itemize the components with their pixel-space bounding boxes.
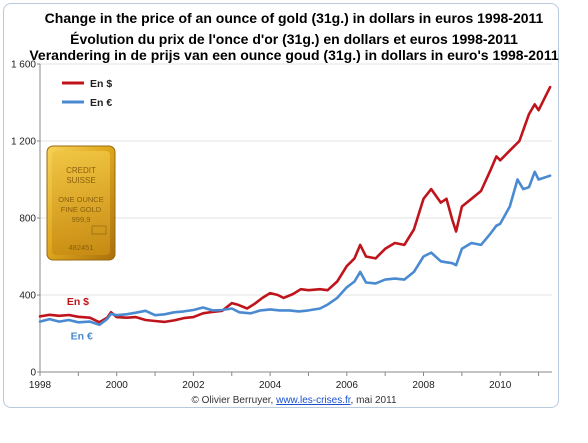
chart-credit: © Olivier Berruyer, www.les-crises.fr, m… (0, 395, 588, 406)
y-tick-label: 0 (30, 368, 36, 379)
gold-bar-text: 482451 (68, 243, 93, 252)
gold-bar-text: FINE GOLD (61, 205, 102, 214)
credit-author: © Olivier Berruyer, (191, 395, 277, 406)
y-tick-label: 800 (19, 214, 36, 225)
x-tick-labels: 1998 2000 2002 2004 2006 2008 2010 (29, 380, 512, 391)
gold-bar-text: 999,9 (72, 215, 91, 224)
gold-bar-text: ONE OUNCE (58, 195, 103, 204)
gold-bar-text: SUISSE (66, 176, 95, 185)
series-annotation: En $ (67, 296, 89, 308)
x-tick-label: 1998 (29, 380, 52, 391)
x-tick-label: 2002 (182, 380, 205, 391)
legend-label-usd: En $ (90, 78, 112, 90)
series-annotation: En € (71, 330, 93, 342)
series-annotations: En $ En € (67, 296, 93, 342)
y-tick-label: 1 600 (11, 60, 36, 71)
chart-title-dutch: Verandering in de prijs van een ounce go… (29, 47, 559, 63)
gold-bar-image: CREDIT SUISSE ONE OUNCE FINE GOLD 999,9 … (46, 145, 116, 261)
chart-title-french: Évolution du prix de l'once d'or (31g.) … (70, 31, 518, 47)
y-tick-label: 1 200 (11, 137, 36, 148)
chart-title-english: Change in the price of an ounce of gold … (44, 10, 544, 26)
x-tick-label: 2004 (259, 380, 282, 391)
x-tick-label: 2010 (489, 380, 512, 391)
y-tick-label: 400 (19, 291, 36, 302)
credit-site-link[interactable]: www.les-crises.fr (276, 395, 351, 406)
gold-bar-text: CREDIT (66, 166, 96, 175)
grid-lines (40, 63, 552, 296)
x-tick-label: 2000 (106, 380, 129, 391)
series-line-eur (38, 170, 552, 327)
legend-label-eur: En € (90, 97, 112, 109)
y-tick-labels: 0 400 800 1 200 1 600 (11, 60, 36, 379)
credit-date: , mai 2011 (350, 395, 397, 406)
x-tick-label: 2008 (412, 380, 435, 391)
legend: En $ En € (62, 78, 112, 109)
series-line-usd (38, 85, 552, 324)
series-lines (38, 85, 552, 327)
x-tick-label: 2006 (336, 380, 359, 391)
